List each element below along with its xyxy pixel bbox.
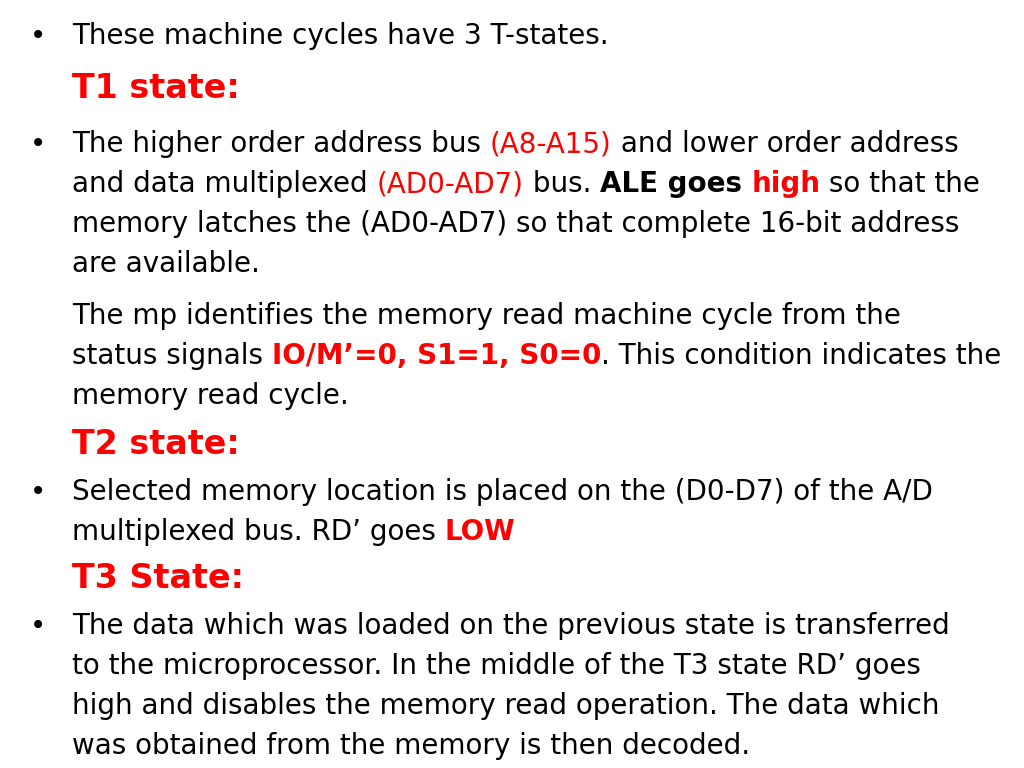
Text: was obtained from the memory is then decoded.: was obtained from the memory is then dec… [72, 732, 751, 760]
Text: high: high [752, 170, 820, 198]
Text: The mp identifies the memory read machine cycle from the: The mp identifies the memory read machin… [72, 302, 901, 330]
Text: bus.: bus. [523, 170, 600, 198]
Text: •: • [30, 22, 46, 50]
Text: Selected memory location is placed on the (D0-D7) of the A/D: Selected memory location is placed on th… [72, 478, 933, 506]
Text: to the microprocessor. In the middle of the T3 state RD’ goes: to the microprocessor. In the middle of … [72, 652, 921, 680]
Text: IO/M’=0, S1=1, S0=0: IO/M’=0, S1=1, S0=0 [272, 342, 601, 370]
Text: memory latches the (AD0-AD7) so that complete 16-bit address: memory latches the (AD0-AD7) so that com… [72, 210, 959, 238]
Text: so that the: so that the [820, 170, 980, 198]
Text: multiplexed bus. RD’ goes: multiplexed bus. RD’ goes [72, 518, 444, 546]
Text: high and disables the memory read operation. The data which: high and disables the memory read operat… [72, 692, 939, 720]
Text: and data multiplexed: and data multiplexed [72, 170, 377, 198]
Text: LOW: LOW [444, 518, 515, 546]
Text: ALE goes: ALE goes [600, 170, 752, 198]
Text: memory read cycle.: memory read cycle. [72, 382, 349, 410]
Text: The higher order address bus: The higher order address bus [72, 130, 489, 158]
Text: T3 State:: T3 State: [72, 562, 244, 595]
Text: T1 state:: T1 state: [72, 72, 240, 105]
Text: T2 state:: T2 state: [72, 428, 240, 461]
Text: . This condition indicates the: . This condition indicates the [601, 342, 1001, 370]
Text: •: • [30, 612, 46, 640]
Text: The data which was loaded on the previous state is transferred: The data which was loaded on the previou… [72, 612, 949, 640]
Text: (A8-A15): (A8-A15) [489, 130, 611, 158]
Text: are available.: are available. [72, 250, 260, 278]
Text: (AD0-AD7): (AD0-AD7) [377, 170, 523, 198]
Text: status signals: status signals [72, 342, 272, 370]
Text: and lower order address: and lower order address [611, 130, 958, 158]
Text: •: • [30, 478, 46, 506]
Text: These machine cycles have 3 T-states.: These machine cycles have 3 T-states. [72, 22, 608, 50]
Text: •: • [30, 130, 46, 158]
